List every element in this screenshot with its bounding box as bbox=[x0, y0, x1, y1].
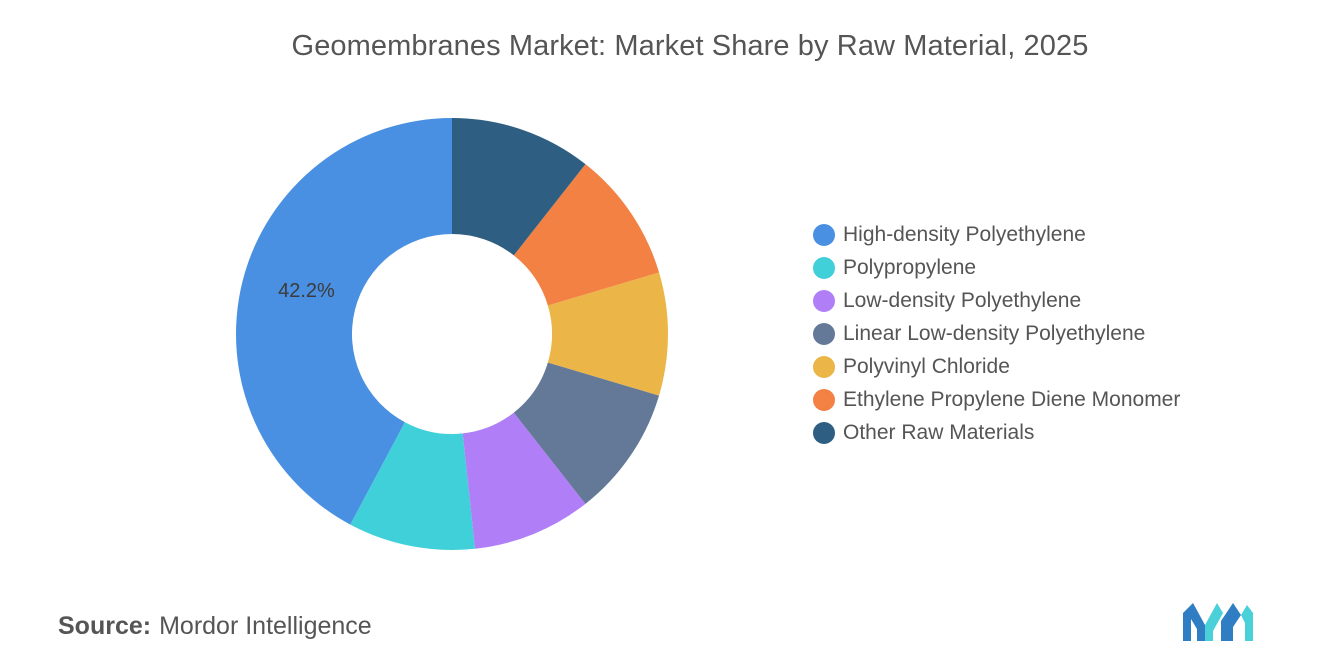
legend-label: High-density Polyethylene bbox=[843, 222, 1086, 246]
legend-item-high-density-polyethylene: High-density Polyethylene bbox=[813, 218, 1180, 251]
legend-swatch bbox=[813, 322, 835, 345]
legend-label: Polyvinyl Chloride bbox=[843, 354, 1010, 378]
data-labels: 42.2% bbox=[278, 280, 335, 302]
slice-polyvinyl-chloride bbox=[547, 272, 668, 396]
source-value: Mordor Intelligence bbox=[159, 612, 372, 640]
legend-item-polyvinyl-chloride: Polyvinyl Chloride bbox=[813, 350, 1180, 383]
legend-item-low-density-polyethylene: Low-density Polyethylene bbox=[813, 284, 1180, 317]
legend-label: Ethylene Propylene Diene Monomer bbox=[843, 387, 1181, 411]
legend-label: Linear Low-density Polyethylene bbox=[843, 321, 1146, 345]
legend-label: Polypropylene bbox=[843, 255, 977, 279]
data-label-high-density-polyethylene: 42.2% bbox=[278, 280, 335, 302]
mordor-intelligence-logo-icon bbox=[1183, 603, 1253, 641]
legend-swatch bbox=[813, 421, 835, 444]
legend-item-ethylene-propylene-diene-monomer: Ethylene Propylene Diene Monomer bbox=[813, 383, 1180, 416]
legend-swatch bbox=[813, 289, 835, 312]
legend-swatch bbox=[813, 256, 835, 279]
chart-title: Geomembranes Market: Market Share by Raw… bbox=[291, 30, 1089, 62]
legend-swatch bbox=[813, 223, 835, 246]
legend-label: Other Raw Materials bbox=[843, 420, 1035, 444]
source-label: Source: bbox=[58, 612, 152, 640]
legend-swatch bbox=[813, 388, 835, 411]
slice-polypropylene bbox=[350, 422, 476, 551]
legend-swatch bbox=[813, 355, 835, 378]
legend-item-polypropylene: Polypropylene bbox=[813, 251, 1180, 284]
chart-legend: High-density Polyethylene Polypropylene Lo… bbox=[813, 218, 1180, 449]
legend-label: Low-density Polyethylene bbox=[843, 288, 1082, 312]
legend-item-other-raw-materials: Other Raw Materials bbox=[813, 416, 1180, 449]
slice-linear-low-density-polyethylene bbox=[513, 362, 660, 504]
slice-low-density-polyethylene bbox=[462, 412, 586, 549]
donut-slices bbox=[236, 118, 668, 551]
legend-item-linear-low-density-polyethylene: Linear Low-density Polyethylene bbox=[813, 317, 1180, 350]
slice-ethylene-propylene-diene-monomer bbox=[513, 164, 660, 306]
slice-other-raw-materials bbox=[452, 118, 586, 256]
source-note: Source: Mordor Intelligence bbox=[58, 612, 372, 641]
slice-high-density-polyethylene bbox=[236, 118, 452, 525]
